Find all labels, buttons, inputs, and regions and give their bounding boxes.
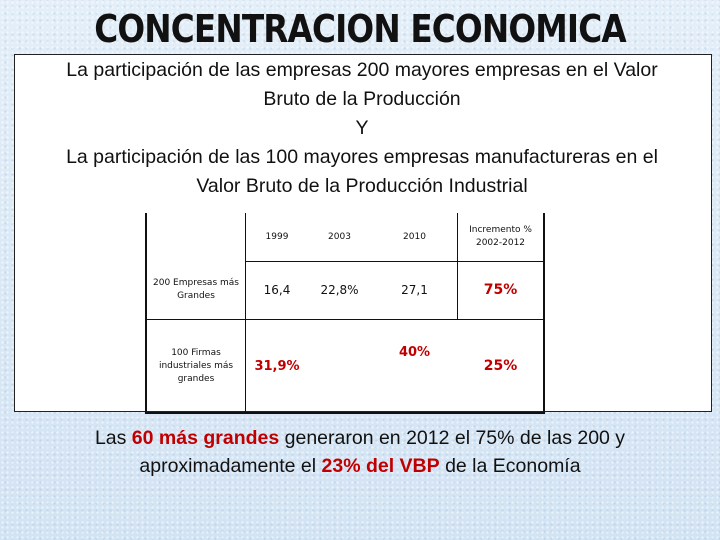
header-increment: Incremento % 2002-2012 [458, 213, 543, 261]
footer-text-1a: Las [94, 427, 132, 449]
table-rule-row-left [147, 319, 245, 320]
row-1-value-2010: 27,1 [401, 283, 428, 297]
row-1-label-line1: 200 Empresas más [153, 278, 239, 288]
footer-emphasis-60-mas-grandes: 60 más grandes [131, 427, 280, 449]
table-rule-row [147, 319, 543, 320]
footer-line-2: aproximadamente el 23% del VBP de la Eco… [0, 452, 720, 480]
row-2-value-1999: 31,9% [254, 358, 300, 374]
subtitle-line-4: La participación de las 100 mayores empr… [66, 146, 658, 168]
footer-text-1c: generaron en 2012 el 75% de las 200 y [279, 427, 626, 449]
header-2010: 2010 [403, 231, 426, 242]
table-rule-col-1 [245, 213, 246, 412]
subtitle-line-2: Bruto de la Producción [263, 88, 461, 110]
data-table: 1999 2003 2010 Incremento % 2002-2012 20… [145, 213, 545, 414]
subtitle-line-1: La participación de las empresas 200 may… [66, 59, 658, 81]
header-increment-line2: 2002-2012 [475, 238, 526, 248]
header-2003: 2003 [328, 231, 351, 242]
subtitle: La participación de las empresas 200 may… [0, 56, 720, 201]
footer-emphasis-vbp: 23% del VBP [321, 455, 440, 477]
row-2-label-line1: 100 Firmas [171, 347, 221, 358]
row-2-value-2003 [307, 320, 372, 412]
subtitle-line-3: Y [355, 117, 369, 139]
row-label-200-empresas: 200 Empresas más Grandes [147, 261, 245, 319]
row-2-value-2010: 40% [398, 345, 431, 360]
header-increment-line1: Incremento % [469, 225, 532, 235]
footer-line-1: Las 60 más grandes generaron en 2012 el … [0, 424, 720, 452]
row-1-increment: 75% [483, 282, 518, 298]
row-2-label-line2: industriales más [158, 360, 234, 371]
row-label-100-firmas: 100 Firmas industriales más grandes [147, 320, 245, 412]
row-1-value-2003: 22,8% [320, 283, 359, 297]
page-title: CONCENTRACION ECONOMICA [94, 7, 626, 51]
row-1-label-line2: Grandes [177, 291, 215, 301]
footer-note: Las 60 más grandes generaron en 2012 el … [0, 424, 720, 480]
footer-text-2a: aproximadamente el [139, 455, 322, 477]
footer-text-2c: de la Economía [439, 455, 581, 477]
content-frame [14, 54, 712, 412]
table-rule-col-4 [457, 213, 458, 319]
row-1-value-1999: 16,4 [263, 283, 291, 297]
row-2-label-line3: grandes [177, 373, 215, 384]
header-1999: 1999 [265, 231, 289, 242]
subtitle-line-5: Valor Bruto de la Producción Industrial [196, 175, 528, 197]
table-rule-header [245, 261, 543, 262]
row-2-increment: 25% [483, 358, 518, 374]
